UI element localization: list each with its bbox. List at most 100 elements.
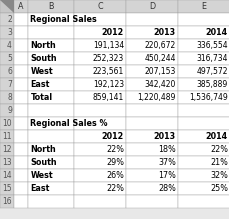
Bar — [74, 104, 125, 117]
Text: 223,561: 223,561 — [92, 67, 123, 76]
Bar — [177, 65, 229, 78]
Bar — [74, 143, 125, 156]
Bar — [125, 143, 177, 156]
Bar — [0, 91, 14, 104]
Text: 5: 5 — [7, 54, 12, 63]
Text: 6: 6 — [7, 67, 12, 76]
Bar — [28, 0, 74, 13]
Text: East: East — [30, 80, 50, 89]
Bar — [0, 26, 14, 39]
Bar — [125, 104, 177, 117]
Text: South: South — [30, 158, 57, 167]
Text: 18%: 18% — [158, 145, 175, 154]
Bar — [74, 52, 125, 65]
Text: 2013: 2013 — [153, 132, 175, 141]
Bar — [14, 104, 28, 117]
Text: 859,141: 859,141 — [92, 93, 123, 102]
Text: 22%: 22% — [106, 184, 123, 193]
Bar — [74, 195, 125, 208]
Bar — [177, 143, 229, 156]
Text: West: West — [30, 67, 53, 76]
Text: 336,554: 336,554 — [196, 41, 227, 50]
Bar — [0, 78, 14, 91]
Bar — [14, 156, 28, 169]
Text: 342,420: 342,420 — [144, 80, 175, 89]
Bar — [177, 39, 229, 52]
Text: 252,323: 252,323 — [92, 54, 123, 63]
Bar — [125, 52, 177, 65]
Bar — [177, 169, 229, 182]
Text: 1,536,749: 1,536,749 — [188, 93, 227, 102]
Bar — [125, 130, 177, 143]
Bar — [0, 0, 14, 13]
Text: 207,153: 207,153 — [144, 67, 175, 76]
Text: 7: 7 — [7, 80, 12, 89]
Bar — [28, 39, 74, 52]
Bar — [0, 156, 14, 169]
Text: 2012: 2012 — [101, 28, 123, 37]
Text: 8: 8 — [7, 93, 12, 102]
Text: 12: 12 — [3, 145, 12, 154]
Bar — [14, 195, 28, 208]
Text: 4: 4 — [7, 41, 12, 50]
Text: West: West — [30, 171, 53, 180]
Bar — [125, 169, 177, 182]
Polygon shape — [0, 0, 14, 13]
Bar — [14, 0, 28, 13]
Bar — [0, 104, 14, 117]
Bar — [177, 52, 229, 65]
Bar — [14, 91, 28, 104]
Text: 11: 11 — [3, 132, 12, 141]
Bar — [0, 52, 14, 65]
Bar — [177, 104, 229, 117]
Bar — [28, 104, 74, 117]
Text: 2012: 2012 — [101, 132, 123, 141]
Bar — [74, 65, 125, 78]
Bar — [28, 26, 74, 39]
Bar — [125, 117, 177, 130]
Bar — [14, 130, 28, 143]
Bar — [125, 13, 177, 26]
Text: East: East — [30, 184, 50, 193]
Text: 385,889: 385,889 — [196, 80, 227, 89]
Bar — [14, 182, 28, 195]
Bar — [14, 143, 28, 156]
Text: 28%: 28% — [158, 184, 175, 193]
Text: B: B — [48, 2, 54, 11]
Text: 2014: 2014 — [205, 132, 227, 141]
Bar — [125, 39, 177, 52]
Bar — [74, 117, 125, 130]
Bar — [28, 91, 74, 104]
Text: 26%: 26% — [106, 171, 123, 180]
Bar — [74, 26, 125, 39]
Text: 10: 10 — [2, 119, 12, 128]
Bar — [14, 78, 28, 91]
Bar — [28, 130, 74, 143]
Bar — [74, 13, 125, 26]
Bar — [125, 182, 177, 195]
Text: 2014: 2014 — [205, 28, 227, 37]
Text: 316,734: 316,734 — [196, 54, 227, 63]
Bar — [28, 156, 74, 169]
Text: North: North — [30, 41, 56, 50]
Text: 3: 3 — [7, 28, 12, 37]
Text: C: C — [97, 2, 102, 11]
Text: A: A — [18, 2, 24, 11]
Bar — [0, 13, 14, 26]
Bar — [177, 0, 229, 13]
Bar — [125, 26, 177, 39]
Bar — [0, 169, 14, 182]
Bar — [28, 13, 74, 26]
Text: 191,134: 191,134 — [92, 41, 123, 50]
Text: 9: 9 — [7, 106, 12, 115]
Text: 220,672: 220,672 — [144, 41, 175, 50]
Text: 29%: 29% — [106, 158, 123, 167]
Text: South: South — [30, 54, 57, 63]
Bar — [74, 78, 125, 91]
Bar — [14, 13, 28, 26]
Text: North: North — [30, 145, 56, 154]
Bar — [28, 52, 74, 65]
Bar — [74, 91, 125, 104]
Bar — [14, 117, 28, 130]
Bar — [125, 91, 177, 104]
